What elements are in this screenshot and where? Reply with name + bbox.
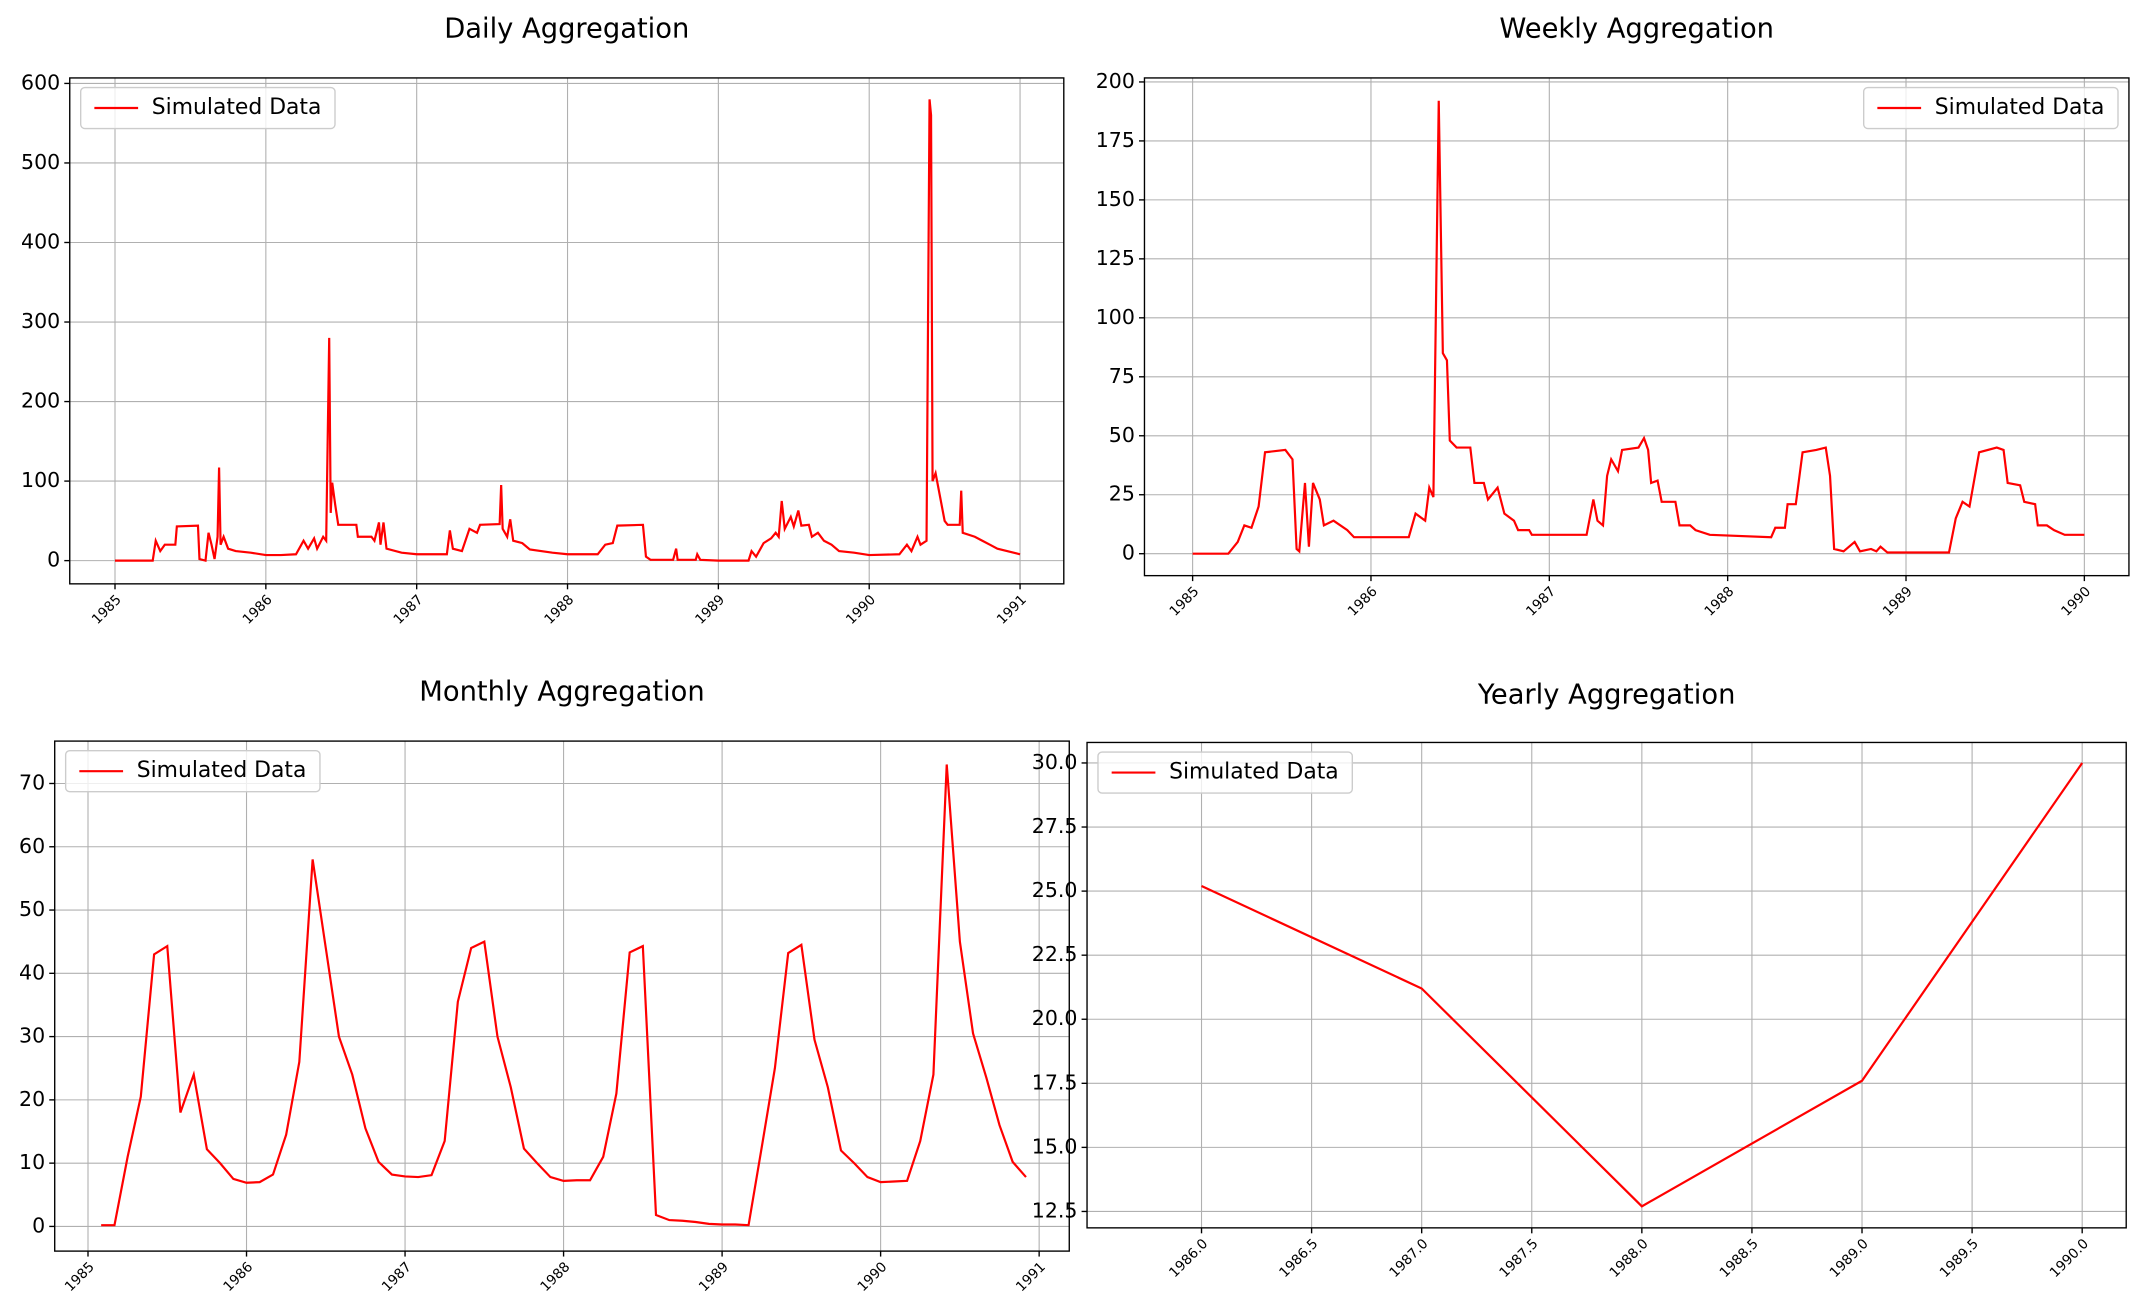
y-tick-label: 17.5 — [1032, 1070, 1078, 1094]
y-tick-label: 25.0 — [1032, 878, 1078, 902]
y-tick-label: 600 — [21, 70, 60, 94]
y-tick-label: 125 — [1096, 246, 1135, 270]
legend-label: Simulated Data — [137, 758, 307, 783]
plot-frame — [1086, 741, 2127, 1229]
chart-title: Weekly Aggregation — [1499, 14, 1774, 45]
legend-label: Simulated Data — [1935, 95, 2105, 120]
y-tick-label: 150 — [1096, 187, 1135, 211]
plot-frame — [1143, 77, 2130, 577]
legend: Simulated Data — [1862, 86, 2119, 130]
data-line — [1192, 100, 2085, 555]
y-tick-label: 22.5 — [1032, 942, 1078, 966]
x-tick-label: 1989 — [1880, 584, 1916, 620]
plot-frame — [54, 740, 1070, 1252]
x-tick-label: 1990.0 — [2047, 1236, 2092, 1281]
legend-box — [80, 86, 336, 130]
x-tick-label: 1989 — [692, 592, 728, 628]
y-tick-label: 175 — [1096, 128, 1135, 152]
x-tick-label: 1990 — [854, 1259, 890, 1295]
y-tick-label: 300 — [21, 309, 60, 333]
y-tick-label: 200 — [21, 389, 60, 413]
chart-title: Daily Aggregation — [444, 14, 689, 45]
data-line — [115, 99, 1021, 563]
y-tick-label: 30.0 — [1032, 750, 1078, 774]
y-tick-label: 25 — [1109, 482, 1135, 506]
y-tick-label: 0 — [47, 548, 60, 572]
x-tick-label: 1987 — [1523, 584, 1559, 620]
x-tick-label: 1985 — [89, 592, 125, 628]
x-tick-label: 1988.5 — [1717, 1236, 1762, 1281]
y-tick-label: 100 — [21, 468, 60, 492]
y-tick-label: 27.5 — [1032, 814, 1078, 838]
y-tick-label: 75 — [1109, 364, 1135, 388]
x-tick-label: 1988 — [537, 1259, 573, 1295]
y-tick-label: 200 — [1096, 69, 1135, 93]
legend-label: Simulated Data — [1169, 760, 1339, 785]
x-tick-label: 1986.5 — [1276, 1236, 1321, 1281]
x-tick-label: 1985 — [1166, 584, 1202, 620]
y-tick-label: 10 — [19, 1150, 45, 1174]
legend-label: Simulated Data — [152, 95, 322, 120]
x-tick-label: 1986 — [1345, 584, 1381, 620]
legend-box — [1862, 86, 2119, 130]
chart-title: Yearly Aggregation — [1477, 679, 1736, 710]
x-tick-label: 1989.0 — [1827, 1236, 1872, 1281]
y-tick-label: 15.0 — [1032, 1134, 1078, 1158]
y-tick-label: 500 — [21, 150, 60, 174]
x-tick-label: 1991 — [994, 592, 1030, 628]
y-tick-label: 0 — [1122, 541, 1135, 565]
y-tick-label: 40 — [19, 960, 45, 984]
y-tick-label: 100 — [1096, 305, 1135, 329]
y-tick-label: 20 — [19, 1087, 45, 1111]
legend: Simulated Data — [80, 86, 336, 130]
x-tick-label: 1987.5 — [1496, 1236, 1541, 1281]
data-line — [101, 764, 1027, 1227]
chart-title: Monthly Aggregation — [419, 677, 704, 708]
y-tick-label: 60 — [19, 834, 45, 858]
plot-frame — [69, 77, 1065, 585]
y-tick-label: 30 — [19, 1024, 45, 1048]
y-tick-label: 50 — [19, 897, 45, 921]
x-tick-label: 1990 — [843, 592, 879, 628]
y-tick-label: 0 — [32, 1213, 45, 1237]
x-tick-label: 1989.5 — [1937, 1236, 1982, 1281]
legend-box — [64, 749, 321, 793]
y-tick-label: 70 — [19, 770, 45, 794]
y-tick-label: 12.5 — [1032, 1198, 1078, 1222]
y-tick-label: 20.0 — [1032, 1006, 1078, 1030]
x-tick-label: 1988 — [541, 592, 577, 628]
legend: Simulated Data — [64, 749, 321, 793]
x-tick-label: 1990 — [2058, 584, 2094, 620]
x-tick-label: 1989 — [696, 1259, 732, 1295]
x-tick-label: 1986.0 — [1166, 1236, 1211, 1281]
legend: Simulated Data — [1097, 751, 1353, 794]
x-tick-label: 1988.0 — [1606, 1236, 1651, 1281]
x-tick-label: 1988 — [1702, 584, 1738, 620]
x-tick-label: 1987 — [391, 592, 427, 628]
x-tick-label: 1986 — [240, 592, 276, 628]
x-tick-label: 1986 — [220, 1259, 256, 1295]
data-line — [1201, 762, 2084, 1208]
y-tick-label: 400 — [21, 229, 60, 253]
y-tick-label: 50 — [1109, 423, 1135, 447]
x-tick-label: 1985 — [62, 1259, 98, 1295]
x-tick-label: 1987.0 — [1386, 1236, 1431, 1281]
x-tick-label: 1991 — [1013, 1259, 1049, 1295]
legend-box — [1097, 751, 1353, 794]
x-tick-label: 1987 — [379, 1259, 415, 1295]
